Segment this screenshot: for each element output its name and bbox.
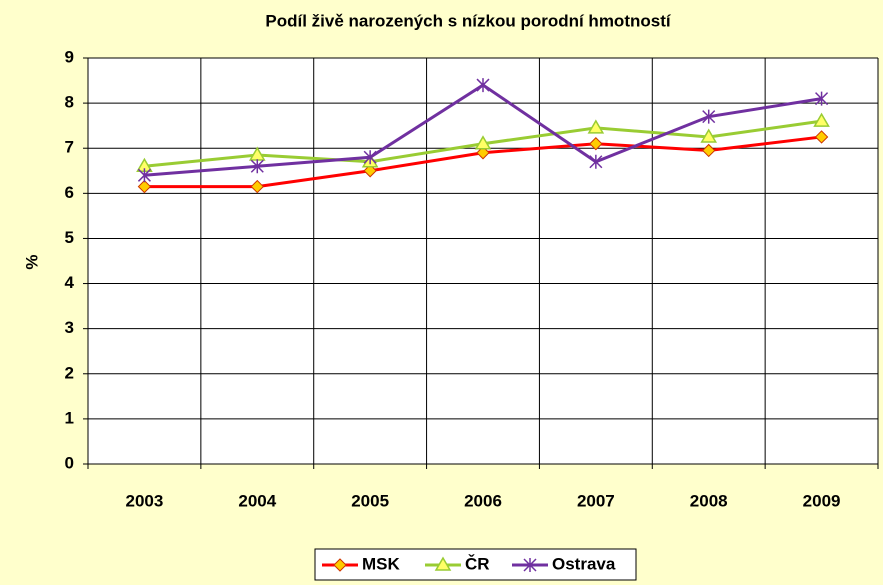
marker — [813, 112, 830, 127]
legend-marker — [434, 556, 452, 571]
marker — [702, 143, 716, 158]
marker — [250, 159, 264, 174]
plot-area — [88, 58, 878, 464]
x-tick-label: 2005 — [351, 491, 389, 510]
marker — [814, 130, 829, 144]
y-tick-label: 4 — [65, 273, 75, 292]
x-tick-label: 2003 — [126, 491, 164, 510]
y-tick-label: 8 — [65, 93, 74, 112]
marker — [250, 179, 264, 194]
y-tick-label: 5 — [65, 228, 74, 247]
y-tick-label: 6 — [65, 183, 74, 202]
marker — [815, 91, 829, 106]
y-tick-label: 1 — [65, 408, 74, 427]
x-tick-label: 2008 — [690, 491, 728, 510]
marker — [702, 109, 716, 124]
marker — [587, 119, 605, 134]
marker — [474, 135, 492, 150]
marker — [589, 137, 603, 151]
y-axis-label: % — [22, 254, 41, 269]
marker — [363, 150, 377, 165]
x-tick-label: 2004 — [238, 491, 276, 510]
legend-label: ČR — [465, 554, 490, 573]
legend-marker — [523, 558, 537, 572]
marker — [476, 146, 490, 160]
marker — [700, 128, 718, 143]
marker — [363, 164, 377, 178]
marker — [137, 168, 151, 183]
y-tick-label: 7 — [65, 138, 74, 157]
x-tick-label: 2009 — [803, 491, 841, 510]
x-tick-label: 2007 — [577, 491, 615, 510]
y-tick-label: 2 — [65, 363, 74, 382]
legend-label: Ostrava — [552, 554, 616, 573]
y-tick-label: 9 — [65, 47, 74, 66]
chart-title: Podíl živě narozených s nízkou porodní h… — [265, 11, 671, 30]
legend-label: MSK — [362, 554, 401, 573]
legend-marker — [333, 558, 347, 572]
marker — [476, 78, 490, 93]
legend — [314, 548, 637, 581]
marker — [589, 154, 603, 169]
y-tick-label: 3 — [65, 318, 74, 337]
marker — [137, 179, 152, 194]
x-tick-label: 2006 — [464, 491, 502, 510]
y-tick-label: 0 — [65, 453, 74, 472]
